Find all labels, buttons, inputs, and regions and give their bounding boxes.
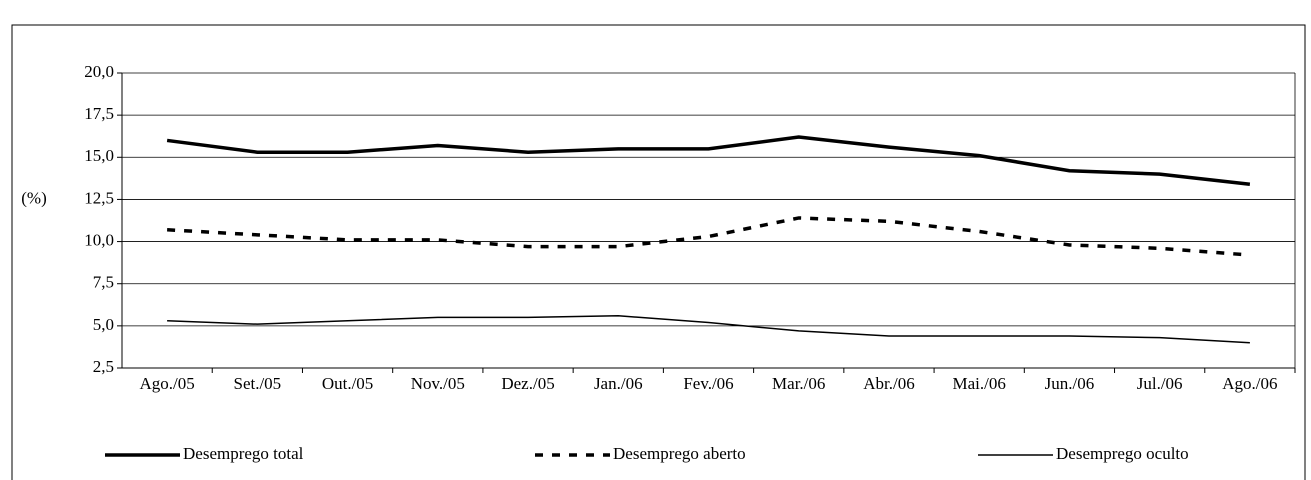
x-tick-label: Abr./06: [863, 374, 914, 393]
y-axis-label: (%): [21, 188, 46, 207]
y-tick-label: 12,5: [84, 188, 114, 207]
y-tick-label: 10,0: [84, 230, 114, 249]
chart-frame: [11, 24, 1306, 480]
x-tick-label: Nov./05: [411, 374, 465, 393]
series-line: [166, 135, 1251, 186]
legend-label: Desemprego aberto: [613, 444, 746, 463]
x-tick-label: Ago./06: [1222, 374, 1277, 393]
x-tick-label: Fev./06: [683, 374, 733, 393]
series-line: [167, 216, 1251, 257]
x-tick-label: Mar./06: [772, 374, 825, 393]
x-tick-label: Jul./06: [1137, 374, 1183, 393]
y-tick-label: 2,5: [93, 357, 114, 376]
series-line: [167, 314, 1250, 344]
y-tick-label: 15,0: [84, 146, 114, 165]
legend-label: Desemprego oculto: [1056, 444, 1189, 463]
x-tick-label: Mai./06: [953, 374, 1006, 393]
x-tick-label: Jun./06: [1045, 374, 1095, 393]
y-tick-label: 5,0: [93, 315, 114, 334]
x-tick-label: Out./05: [322, 374, 373, 393]
x-tick-label: Dez./05: [501, 374, 554, 393]
y-tick-label: 7,5: [93, 273, 114, 292]
y-tick-label: 17,5: [84, 104, 114, 123]
legend-label: Desemprego total: [183, 444, 304, 463]
x-tick-label: Jan./06: [594, 374, 643, 393]
y-tick-label: 20,0: [84, 62, 114, 81]
x-tick-label: Set./05: [233, 374, 281, 393]
x-tick-label: Ago./05: [139, 374, 194, 393]
